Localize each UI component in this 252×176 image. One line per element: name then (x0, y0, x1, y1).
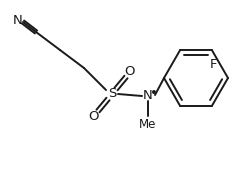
Text: O: O (124, 65, 135, 78)
Text: N: N (13, 14, 23, 27)
Text: F: F (209, 58, 217, 71)
Text: S: S (107, 87, 116, 100)
Text: O: O (88, 109, 99, 122)
Text: •: • (149, 87, 157, 100)
Text: Me: Me (139, 118, 156, 130)
Text: N: N (143, 90, 152, 102)
